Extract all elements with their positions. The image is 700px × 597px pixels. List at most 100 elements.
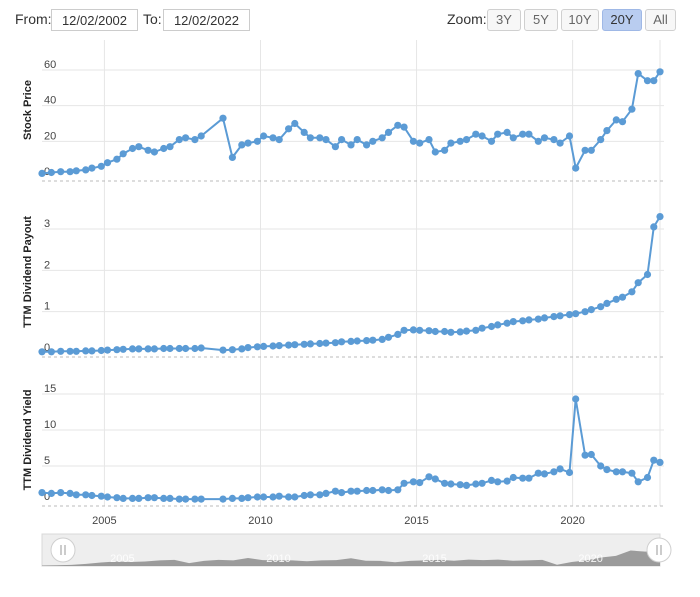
data-point (425, 327, 433, 335)
to-date-input[interactable]: 12/02/2022 (163, 9, 250, 31)
data-point (128, 494, 137, 502)
data-point (47, 168, 56, 177)
data-point (306, 491, 314, 499)
data-point (550, 136, 558, 144)
data-point (472, 326, 480, 334)
data-point (378, 134, 386, 142)
data-point (628, 288, 636, 296)
data-point (300, 491, 308, 500)
data-point (378, 486, 386, 494)
data-point (656, 458, 664, 466)
toolbar: From: 12/02/2002 To: 12/02/2022 Zoom: 3Y… (0, 0, 700, 40)
data-point (260, 493, 268, 501)
data-point (338, 136, 346, 144)
navigator-right-handle[interactable] (646, 537, 672, 563)
y-tick-label: 40 (44, 95, 56, 107)
data-point (219, 346, 227, 354)
data-point (618, 468, 627, 476)
data-point (353, 337, 361, 345)
from-date-input[interactable]: 12/02/2002 (51, 9, 138, 31)
data-point (113, 494, 121, 502)
zoom-all-button[interactable]: All (645, 9, 676, 31)
zoom-20y-button[interactable]: 20Y (602, 9, 642, 31)
data-point (166, 494, 174, 502)
data-point (244, 344, 252, 352)
data-point (175, 344, 183, 353)
data-point (160, 144, 168, 153)
data-point (88, 491, 96, 500)
data-point (128, 345, 137, 353)
data-point (487, 137, 496, 145)
data-point (244, 139, 252, 147)
data-point (378, 335, 386, 343)
data-point (347, 487, 355, 495)
data-point (369, 336, 377, 344)
data-point (150, 494, 158, 502)
zoom-10y-button[interactable]: 10Y (561, 9, 599, 31)
data-point (534, 469, 542, 477)
zoom-3y-button[interactable]: 3Y (487, 9, 521, 31)
data-point (565, 132, 574, 140)
data-point (509, 134, 517, 142)
data-point (47, 348, 56, 356)
data-point (384, 333, 393, 341)
data-point (197, 344, 205, 352)
data-point (409, 326, 417, 334)
navigator-area (42, 550, 660, 566)
data-point (550, 468, 558, 476)
data-point (82, 347, 90, 355)
data-point (400, 123, 408, 131)
data-point (97, 346, 105, 355)
data-point (628, 105, 636, 113)
navigator-tick-label: 2020 (578, 553, 602, 565)
data-point (228, 346, 236, 354)
data-point (431, 327, 439, 336)
data-point (66, 347, 74, 355)
data-point (503, 128, 511, 136)
data-point (322, 489, 330, 497)
data-point (182, 495, 190, 503)
y-tick-label: 5 (44, 455, 50, 467)
data-point (478, 132, 486, 140)
data-point (97, 492, 105, 500)
data-point (306, 134, 314, 142)
data-point (534, 315, 542, 323)
data-point (441, 327, 449, 336)
navigator-left-handle[interactable] (50, 537, 76, 563)
data-point (166, 143, 174, 151)
y-tick-label: 20 (44, 130, 56, 142)
data-point (503, 319, 511, 327)
data-point (556, 465, 564, 473)
data-point (285, 493, 293, 501)
data-point (57, 347, 65, 355)
data-point (72, 167, 80, 175)
data-point (316, 339, 324, 348)
data-point (447, 328, 455, 336)
data-point (618, 293, 627, 301)
data-point (519, 474, 527, 482)
data-point (441, 146, 449, 154)
y-tick-label: 15 (44, 383, 56, 395)
data-point (57, 489, 65, 497)
data-point (503, 477, 511, 485)
data-point (612, 295, 620, 303)
data-point (478, 324, 486, 332)
zoom-label: Zoom: (447, 11, 487, 27)
data-point (57, 168, 65, 176)
data-point (581, 308, 589, 316)
data-point (581, 451, 589, 459)
data-point (291, 119, 299, 128)
data-point (238, 494, 246, 502)
data-point (597, 303, 605, 311)
data-point (643, 473, 652, 482)
data-point (456, 481, 464, 489)
data-point (119, 494, 127, 502)
data-point (160, 344, 168, 353)
zoom-5y-button[interactable]: 5Y (524, 9, 558, 31)
data-point (394, 121, 402, 129)
data-point (525, 316, 533, 324)
y-axis-label: TTM Dividend Yield (22, 390, 34, 491)
data-point (253, 343, 261, 351)
data-point (347, 141, 355, 149)
